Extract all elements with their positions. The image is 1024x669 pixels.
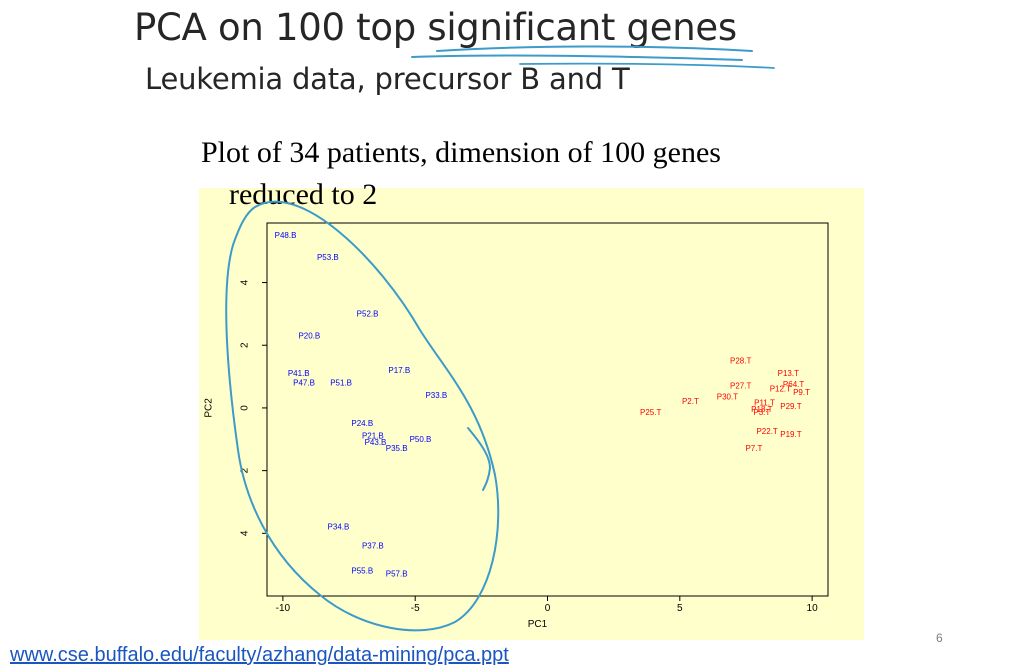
plot-background xyxy=(199,188,864,640)
point-label: P55.B xyxy=(351,566,373,575)
point-label: P52.B xyxy=(357,309,379,318)
annotation-layer xyxy=(225,45,775,632)
b-cluster-circle-stroke xyxy=(225,200,500,632)
point-label: P27.T xyxy=(730,381,751,390)
caption-line-2: reduced to 2 xyxy=(229,178,378,211)
point-label: P35.B xyxy=(386,444,408,453)
point-label: P53.B xyxy=(317,253,339,262)
point-label: P17.B xyxy=(388,366,410,375)
b-cluster-tail-stroke xyxy=(467,427,492,491)
page-number: 6 xyxy=(936,631,943,645)
point-label: P57.B xyxy=(386,570,408,579)
point-label: P24.B xyxy=(351,419,373,428)
point-label: P48.B xyxy=(275,231,297,240)
x-tick-label: 5 xyxy=(677,603,683,614)
point-label: P64.T xyxy=(783,380,804,389)
plot-frame xyxy=(266,222,829,597)
caption-line-1: Plot of 34 patients, dimension of 100 ge… xyxy=(201,136,721,169)
point-label: P18.T xyxy=(751,405,772,414)
x-axis-title: PC1 xyxy=(528,619,548,630)
point-label: P43.B xyxy=(365,438,387,447)
y-tick-label: 4 xyxy=(240,279,251,285)
source-url-link[interactable]: www.cse.buffalo.edu/faculty/azhang/data-… xyxy=(10,644,509,666)
underline-stroke-2 xyxy=(411,54,743,61)
point-label: P7.T xyxy=(745,444,762,453)
y-tick-label: 0 xyxy=(240,405,251,411)
x-tick-label: 0 xyxy=(545,603,551,614)
point-label: P9.T xyxy=(793,388,810,397)
point-label: P19.T xyxy=(780,430,801,439)
y-tick-label: 4 xyxy=(240,530,251,536)
point-label: P51.B xyxy=(330,378,352,387)
point-label: P30.T xyxy=(717,392,738,401)
x-tick-label: 10 xyxy=(807,603,819,614)
point-label: P47.B xyxy=(293,378,315,387)
point-label: P25.T xyxy=(640,408,661,417)
point-label: P37.B xyxy=(362,541,384,550)
x-tick-label: -10 xyxy=(276,603,291,614)
underline-stroke-3 xyxy=(519,62,775,69)
point-label: P29.T xyxy=(780,402,801,411)
slide-subtitle: Leukemia data, precursor B and T xyxy=(145,62,630,96)
point-label: P41.B xyxy=(288,369,310,378)
point-label: P34.B xyxy=(328,523,350,532)
point-label: P13.T xyxy=(778,369,799,378)
point-label: P11.T xyxy=(754,399,775,408)
point-label: P22.T xyxy=(756,427,777,436)
point-label: P21.B xyxy=(362,432,384,441)
point-label: P20.B xyxy=(298,331,320,340)
points-layer: P48.B P53.B P52.B P20.B P41.B P17.B P47.B P51.B… xyxy=(275,231,810,579)
y-axis-title: PC2 xyxy=(204,398,215,418)
y-tick-label: 2 xyxy=(240,342,251,348)
axes-layer: -10 -5 0 5 10 4 2 0 2 4 PC1 PC2 xyxy=(204,222,829,630)
point-label: P28.T xyxy=(730,356,751,365)
x-tick-label: -5 xyxy=(411,603,420,614)
y-tick-label: 2 xyxy=(240,467,251,473)
point-label: P2.T xyxy=(682,397,699,406)
point-label: P50.B xyxy=(410,435,432,444)
point-label: P33.B xyxy=(425,391,447,400)
underline-stroke-1 xyxy=(436,45,753,52)
point-label: P12.T xyxy=(770,385,791,394)
point-label: P3.T xyxy=(753,408,770,417)
slide-title: PCA on 100 top significant genes xyxy=(134,6,737,49)
